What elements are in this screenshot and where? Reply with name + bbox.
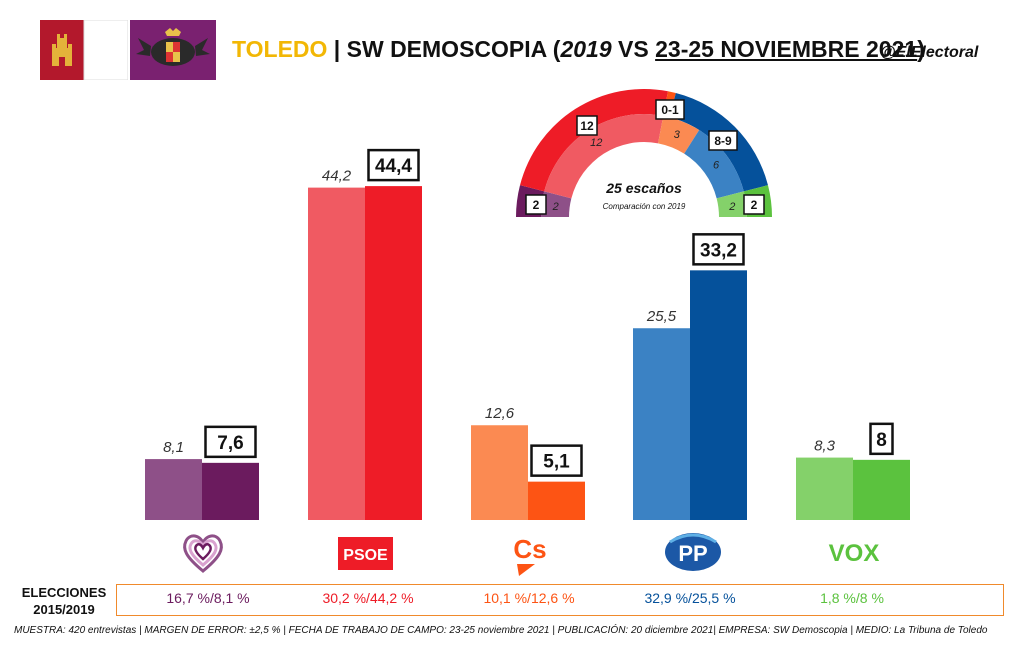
podemos-heart-logo: [183, 534, 223, 573]
hemicycle-subtitle: Comparación con 2019: [603, 202, 686, 211]
label-2019-vox: 8,3: [814, 438, 836, 455]
seat-2019-podemos: [541, 191, 572, 217]
seat-2021-psoe: [520, 89, 668, 192]
seat-box-2021-pp: [708, 130, 738, 151]
pp-logo-text: PP: [678, 541, 707, 566]
label-2021-podemos: 7,6: [217, 433, 243, 454]
bar-2021-podemos: [202, 462, 259, 520]
seat-box-2021-podemos: [525, 194, 547, 215]
results-box: [116, 584, 1004, 616]
seat-2019-psoe: [544, 114, 664, 199]
cs-logo-text: Cs: [513, 534, 546, 564]
seat-2019-cs: [658, 115, 700, 154]
seat-label-2021-cs: 0-1: [661, 103, 679, 117]
seat-box-2021-cs: [655, 99, 685, 120]
label-2021-vox: 8: [876, 430, 887, 451]
footer-note: MUESTRA: 420 entrevistas | MARGEN DE ERR…: [14, 625, 988, 636]
castilla-la-mancha-flag: [40, 20, 128, 80]
bar-2019-psoe: [308, 187, 365, 520]
result-psoe: 30,2 %/44,2 %: [322, 590, 414, 606]
title-vs: VS: [611, 36, 656, 62]
title-date: 23-25 NOVIEMBRE 2021: [655, 36, 918, 62]
bar-2021-pp: [690, 270, 747, 520]
label-box-2021-pp: [692, 233, 745, 266]
psoe-logo: PSOE: [338, 537, 393, 570]
bar-2019-vox: [796, 457, 853, 520]
label-box-2021-psoe: [367, 148, 420, 182]
vox-logo: VOX: [829, 540, 880, 567]
title-close: ): [917, 36, 925, 62]
seat-label-2019-vox: 2: [728, 201, 735, 213]
label-2019-podemos: 8,1: [163, 439, 184, 456]
vox-logo-text: VOX: [829, 540, 880, 567]
bar-2019-pp: [633, 328, 690, 520]
result-pp: 32,9 %/25,5 %: [644, 590, 736, 606]
label-2021-pp: 33,2: [700, 240, 737, 261]
psoe-logo-text: PSOE: [343, 547, 388, 564]
seat-2019-vox: [716, 191, 747, 217]
label-box-2021-cs: [530, 444, 583, 477]
label-2021-cs: 5,1: [543, 452, 570, 473]
seat-box-2021-psoe: [576, 115, 598, 136]
bar-2021-vox: [853, 459, 910, 520]
result-podemos: 16,7 %/8,1 %: [166, 590, 250, 606]
seat-label-2021-podemos: 2: [533, 198, 540, 212]
seat-label-2019-cs: 3: [674, 129, 681, 141]
seat-label-2019-podemos: 2: [552, 201, 559, 213]
seat-label-2021-psoe: 12: [580, 119, 594, 133]
label-2019-pp: 25,5: [646, 308, 677, 325]
label-2021-psoe: 44,4: [375, 156, 412, 177]
title-city: TOLEDO: [232, 36, 328, 62]
bar-2019-cs: [471, 425, 528, 520]
elections-label: ELECCIONES 2015/2019: [21, 585, 107, 617]
bar-2021-cs: [528, 481, 585, 520]
seat-2019-pp: [684, 130, 744, 199]
seat-label-2019-pp: 6: [713, 160, 720, 172]
label-2019-cs: 12,6: [485, 405, 515, 422]
hemicycle-title: 25 escaños: [605, 180, 682, 196]
label-box-2021-vox: [869, 422, 894, 456]
seat-label-2021-pp: 8-9: [714, 134, 732, 148]
chart-title: TOLEDO | SW DEMOSCOPIA (2019 VS 23-25 NO…: [232, 36, 925, 63]
seat-box-2021-vox: [743, 194, 765, 215]
label-2019-psoe: 44,2: [322, 168, 352, 185]
pp-logo: PP: [665, 533, 721, 571]
result-cs: 10,1 %/12,6 %: [483, 590, 575, 606]
title-year: 2019: [560, 36, 612, 62]
toledo-flag: [130, 20, 216, 80]
cs-logo: Cs: [513, 534, 547, 576]
bar-chart: 8,1 7,6 44,2 44,4 12,6 5,1 25,5 33,2 8,3 8 2 12 0-1…: [145, 89, 910, 520]
result-vox: 1,8 %/8 %: [820, 590, 884, 606]
title-pollster: | SW DEMOSCOPIA (: [327, 36, 561, 62]
label-box-2021-podemos: [204, 425, 257, 459]
seat-label-2019-psoe: 12: [590, 137, 602, 149]
author-handle: @ElElectoral: [880, 44, 979, 61]
bar-2019-podemos: [145, 459, 202, 520]
seat-label-2021-vox: 2: [751, 198, 758, 212]
bar-2021-psoe: [365, 186, 422, 520]
bars-layer: 8,1 7,6 44,2 44,4 12,6 5,1 25,5 33,2 8,3 8: [145, 148, 910, 520]
